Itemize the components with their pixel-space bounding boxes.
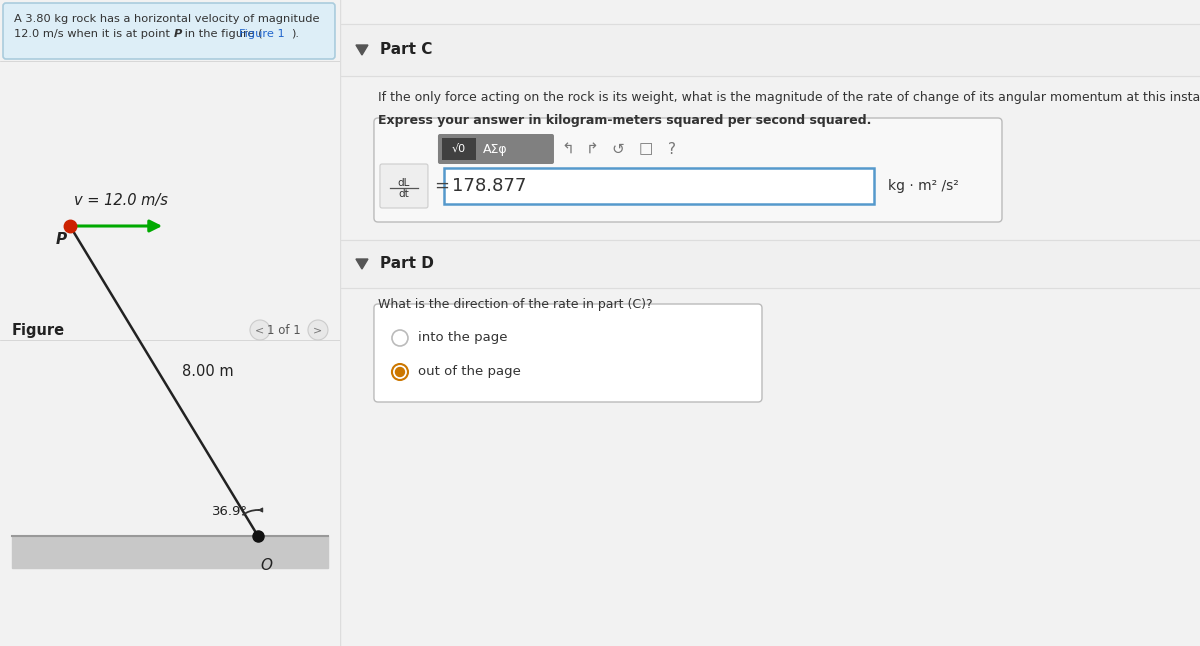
Polygon shape [356,259,368,269]
Text: <: < [256,325,264,335]
FancyBboxPatch shape [442,138,476,160]
Text: Part C: Part C [380,43,432,57]
Circle shape [396,368,404,377]
Circle shape [392,364,408,380]
Text: AΣφ: AΣφ [482,143,508,156]
Text: ↱: ↱ [586,141,599,156]
Bar [12,536,328,568]
Text: 178.877: 178.877 [452,177,527,195]
Text: 12.0 m/s when it is at point: 12.0 m/s when it is at point [14,29,174,39]
FancyBboxPatch shape [438,134,554,164]
Text: P: P [56,232,67,247]
Text: P: P [174,29,182,39]
FancyBboxPatch shape [444,168,874,204]
Text: kg · m² /s²: kg · m² /s² [888,179,959,193]
Text: 36.9°: 36.9° [212,505,248,518]
Text: √0: √0 [452,144,466,154]
Text: Figure: Figure [12,322,65,337]
Text: in the figure (: in the figure ( [181,29,263,39]
Polygon shape [356,45,368,55]
Text: Figure 1: Figure 1 [239,29,284,39]
Text: =: = [434,177,449,195]
FancyBboxPatch shape [380,164,428,208]
Text: □: □ [638,141,653,156]
Text: dt: dt [398,189,409,199]
Text: Express your answer in kilogram-meters squared per second squared.: Express your answer in kilogram-meters s… [378,114,871,127]
Text: ↺: ↺ [612,141,624,156]
FancyBboxPatch shape [374,304,762,402]
Text: A 3.80 kg rock has a horizontal velocity of magnitude: A 3.80 kg rock has a horizontal velocity… [14,14,319,24]
Text: ↰: ↰ [562,141,575,156]
Text: dL: dL [397,178,410,188]
FancyBboxPatch shape [2,3,335,59]
Text: ?: ? [668,141,676,156]
Text: What is the direction of the rate in part (C)?: What is the direction of the rate in par… [378,298,653,311]
Bar [340,240,1200,288]
Text: 1 of 1: 1 of 1 [268,324,301,337]
Text: 8.00 m: 8.00 m [182,364,234,379]
Circle shape [392,330,408,346]
Text: >: > [313,325,323,335]
Circle shape [308,320,328,340]
Text: into the page: into the page [418,331,508,344]
Text: O: O [260,558,272,573]
Text: Part D: Part D [380,256,434,271]
Text: out of the page: out of the page [418,366,521,379]
Text: ).: ). [290,29,299,39]
Text: v = 12.0 m/s: v = 12.0 m/s [74,193,168,208]
Text: If the only force acting on the rock is its weight, what is the magnitude of the: If the only force acting on the rock is … [378,91,1200,104]
Bar [340,24,1200,76]
FancyBboxPatch shape [374,118,1002,222]
Circle shape [250,320,270,340]
